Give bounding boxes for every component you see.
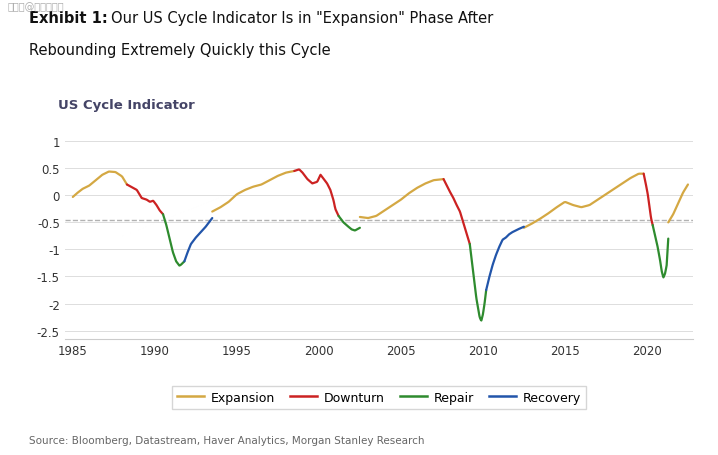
Text: Source: Bloomberg, Datastream, Haver Analytics, Morgan Stanley Research: Source: Bloomberg, Datastream, Haver Ana… (29, 435, 424, 445)
Text: 搜狐号@陈生今世说: 搜狐号@陈生今世说 (7, 2, 64, 12)
Text: Our US Cycle Indicator Is in "Expansion" Phase After: Our US Cycle Indicator Is in "Expansion"… (111, 11, 493, 26)
Legend: Expansion, Downturn, Repair, Recovery: Expansion, Downturn, Repair, Recovery (172, 386, 586, 409)
Text: Rebounding Extremely Quickly this Cycle: Rebounding Extremely Quickly this Cycle (29, 43, 330, 58)
Text: Exhibit 1:: Exhibit 1: (29, 11, 108, 26)
Text: US Cycle Indicator: US Cycle Indicator (58, 99, 195, 112)
